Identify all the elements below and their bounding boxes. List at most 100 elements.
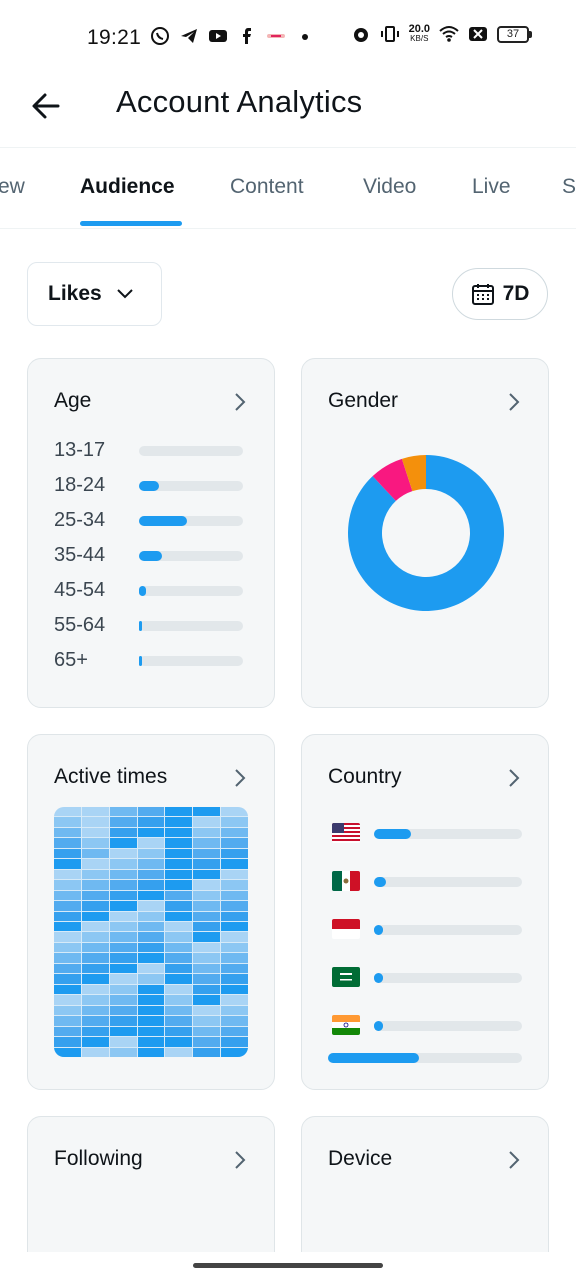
heatmap-cell [54, 1005, 81, 1016]
dot-icon [302, 34, 308, 40]
heatmap-cell [81, 911, 109, 922]
heatmap-cell [81, 859, 109, 869]
india-flag-icon [332, 1015, 360, 1035]
heatmap-cell [109, 890, 137, 901]
app-icon [267, 34, 285, 38]
heatmap-cell [137, 880, 165, 890]
heatmap-cell [221, 901, 248, 911]
age-bar-track [139, 656, 243, 666]
country-card[interactable]: Country [301, 734, 549, 1090]
gender-segment [401, 455, 426, 492]
facebook-icon [243, 28, 251, 44]
tab-audience[interactable]: Audience [80, 175, 175, 198]
age-bar-fill [139, 656, 142, 666]
age-row-label: 13-17 [54, 439, 106, 461]
heatmap-cell [54, 1047, 81, 1057]
heatmap-cell [81, 869, 109, 880]
tab-video[interactable]: Video [363, 175, 417, 198]
heatmap-cell [54, 890, 81, 901]
age-bar-track [139, 621, 243, 631]
home-indicator[interactable] [193, 1263, 383, 1268]
heatmap-cell [193, 1047, 221, 1057]
country-bar-fill [374, 1021, 383, 1031]
gender-card[interactable]: Gender [301, 358, 549, 708]
heatmap-cell [109, 838, 137, 848]
heatmap-cell [221, 911, 248, 922]
tab-live[interactable]: Live [472, 175, 511, 198]
back-button[interactable] [26, 86, 66, 126]
heatmap-cell [165, 942, 193, 953]
heatmap-cell [109, 1016, 137, 1026]
heatmap-cell [54, 827, 81, 838]
heatmap-cell [137, 890, 165, 901]
page-title: Account Analytics [116, 84, 363, 119]
heatmap-cell [54, 1037, 81, 1047]
age-row: 55-64 [54, 614, 244, 638]
heatmap-cell [109, 859, 137, 869]
active-times-card[interactable]: Active times [27, 734, 275, 1090]
country-row [332, 919, 522, 943]
heatmap-cell [193, 953, 221, 963]
heatmap-cell [109, 807, 137, 817]
heatmap-cell [109, 942, 137, 953]
heatmap-cell [137, 901, 165, 911]
heatmap-cell [221, 859, 248, 869]
arrow-left-icon [32, 93, 60, 119]
heatmap-cell [109, 1005, 137, 1016]
heatmap-cell [165, 869, 193, 880]
age-bar-track [139, 446, 243, 456]
age-card[interactable]: Age 13-17 18-24 25-34 35-44 45-54 55-64 65+ [27, 358, 275, 708]
country-bar-fill [374, 829, 411, 839]
age-row-label: 55-64 [54, 614, 106, 636]
metric-dropdown[interactable]: Likes [27, 262, 162, 326]
heatmap-cell [165, 984, 193, 995]
age-row-label: 45-54 [54, 579, 106, 601]
wifi-icon [439, 26, 459, 42]
heatmap-cell [165, 995, 193, 1005]
telegram-icon [181, 29, 197, 43]
heatmap-cell [137, 984, 165, 995]
active-times-card-title: Active times [54, 765, 168, 788]
tab-content[interactable]: Content [230, 175, 304, 198]
heatmap-cell [221, 932, 248, 942]
heatmap-cell [81, 838, 109, 848]
age-row: 65+ [54, 649, 244, 673]
date-range-button[interactable]: 7D [452, 268, 548, 320]
heatmap-cell [54, 911, 81, 922]
heatmap-cell [137, 911, 165, 922]
chevron-right-icon [235, 769, 246, 787]
heatmap-cell [54, 953, 81, 963]
heatmap-cell [109, 922, 137, 932]
heatmap-cell [137, 1047, 165, 1057]
heatmap-cell [109, 974, 137, 984]
heatmap-cell [109, 984, 137, 995]
heatmap-cell [54, 880, 81, 890]
heatmap-cell [109, 953, 137, 963]
heatmap-cell [54, 942, 81, 953]
age-row: 35-44 [54, 544, 244, 568]
heatmap-cell [137, 974, 165, 984]
heatmap-cell [193, 880, 221, 890]
heatmap-cell [165, 1037, 193, 1047]
country-bar-fill [374, 877, 386, 887]
alarm-icon [353, 28, 368, 42]
heatmap-cell [137, 827, 165, 838]
age-row: 18-24 [54, 474, 244, 498]
heatmap-cell [54, 869, 81, 880]
heatmap-cell [81, 880, 109, 890]
heatmap-cell [81, 1037, 109, 1047]
heatmap-cell [109, 1047, 137, 1057]
age-bar-fill [139, 516, 187, 526]
heatmap-cell [165, 880, 193, 890]
heatmap-cell [137, 995, 165, 1005]
gender-donut-chart [348, 455, 504, 611]
heatmap-cell [109, 869, 137, 880]
tab-overview[interactable]: ew [0, 175, 25, 198]
tab-bar: ew Audience Content Video Live S [0, 149, 576, 229]
heatmap-cell [165, 1047, 193, 1057]
following-card-title: Following [54, 1147, 143, 1170]
tab-more[interactable]: S [562, 175, 576, 198]
heatmap-cell [221, 838, 248, 848]
heatmap-cell [193, 995, 221, 1005]
heatmap-cell [221, 984, 248, 995]
